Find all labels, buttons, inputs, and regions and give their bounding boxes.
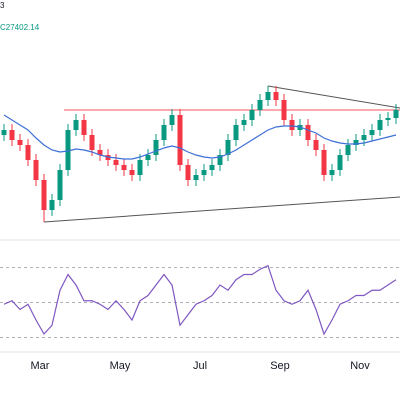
candle-body — [65, 130, 71, 170]
candle-body — [249, 110, 255, 120]
candle-body — [361, 135, 367, 140]
candle-body — [257, 100, 263, 110]
candle-body — [345, 145, 351, 155]
x-tick-label: Sep — [270, 360, 290, 372]
candle-body — [153, 140, 159, 155]
candle-body — [209, 165, 215, 170]
candle-body — [89, 135, 95, 150]
candle-body — [305, 125, 311, 140]
candle-body — [353, 140, 359, 145]
last-close: C27402.14 — [0, 23, 40, 32]
candle-body — [97, 150, 103, 155]
candle-body — [33, 160, 39, 180]
candle-body — [145, 155, 151, 160]
candle-body — [73, 120, 79, 130]
candle-body — [129, 170, 135, 175]
x-tick-label: Jul — [193, 360, 207, 372]
candle-body — [393, 109, 399, 118]
header-text: 3 — [0, 1, 5, 10]
candle-body — [113, 160, 119, 165]
candle-body — [1, 130, 7, 135]
candle-body — [137, 160, 143, 175]
candle-body — [193, 175, 199, 180]
candle-body — [121, 165, 127, 170]
candle-body — [201, 170, 207, 175]
candle-body — [161, 125, 167, 140]
candle-body — [273, 92, 279, 100]
candle-body — [25, 145, 31, 160]
candle-body — [385, 118, 391, 120]
candle-body — [313, 140, 319, 150]
rsi-line — [3, 264, 397, 336]
candle-body — [265, 92, 271, 100]
candle-body — [9, 130, 15, 140]
candle-body — [217, 155, 223, 165]
candle-body — [185, 165, 191, 180]
candle-body — [289, 120, 295, 130]
candle-body — [337, 155, 343, 170]
x-tick-label: May — [110, 360, 131, 372]
x-tick-label: Nov — [350, 360, 370, 372]
candle-body — [281, 100, 287, 120]
candle-body — [233, 125, 239, 140]
candle-body — [57, 170, 63, 200]
candle-body — [225, 140, 231, 155]
candle-body — [49, 200, 55, 210]
candle-body — [377, 120, 383, 130]
candle-body — [241, 120, 247, 125]
trend-line — [43, 196, 400, 223]
candle-body — [329, 170, 335, 175]
candle-body — [177, 115, 183, 165]
moving-average — [3, 114, 397, 160]
candle-body — [321, 150, 327, 175]
candle-body — [169, 115, 175, 125]
x-tick-label: Mar — [31, 360, 50, 372]
candle-body — [17, 140, 23, 145]
candle-body — [41, 180, 47, 210]
candle-body — [369, 130, 375, 135]
candle-body — [81, 120, 87, 135]
trend-line — [267, 85, 400, 109]
